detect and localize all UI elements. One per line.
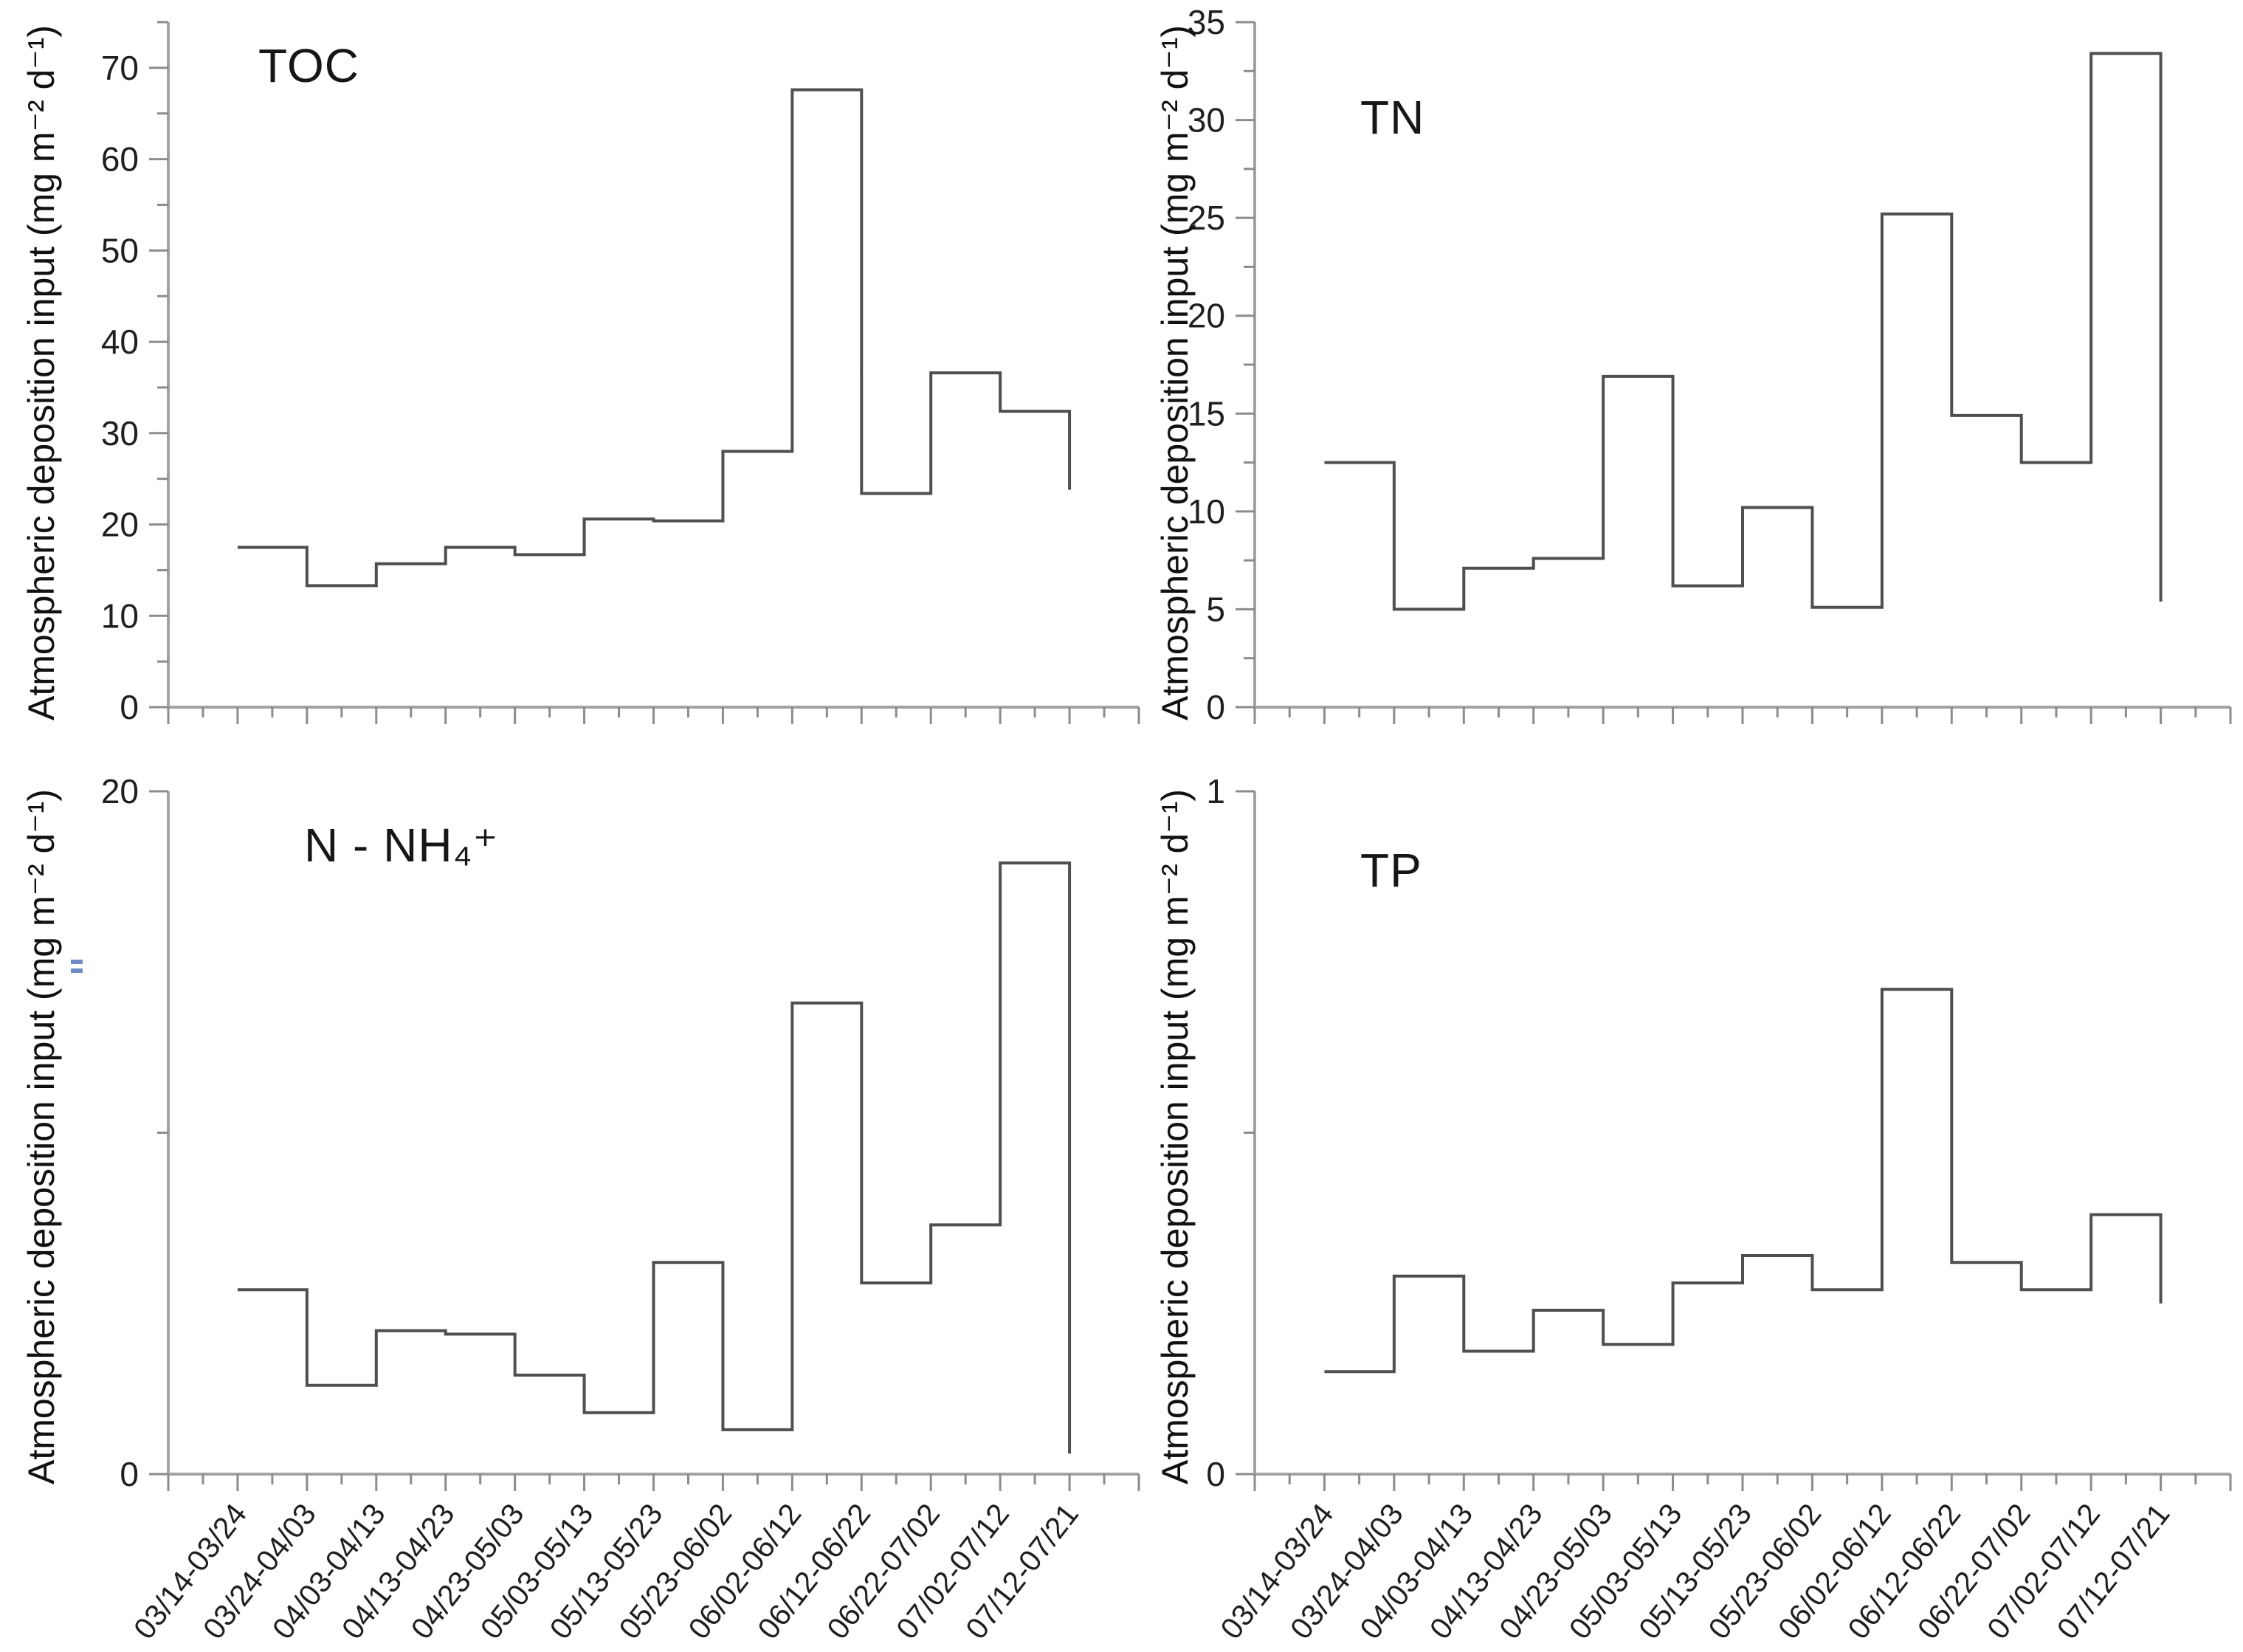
y-axis-label-tp: Atmospheric deposition input (mg m⁻² d⁻¹… xyxy=(1154,788,1196,1485)
axis-spines xyxy=(167,22,1139,709)
deposition-step-line xyxy=(237,861,1072,1454)
deposition-step-line xyxy=(1324,988,2163,1374)
y-axis-label-toc: Atmospheric deposition input (mg m⁻² d⁻¹… xyxy=(21,24,62,721)
panel-title-tn: TN xyxy=(1360,91,1425,144)
y-axis-label-tn: Atmospheric deposition input (mg m⁻² d⁻¹… xyxy=(1154,24,1196,721)
stray-mark xyxy=(71,960,84,976)
y-axis-label-n-nh4: Atmospheric deposition input (mg m⁻² d⁻¹… xyxy=(21,788,62,1485)
y-tick-label: 20 xyxy=(101,772,139,810)
y-tick-label: 60 xyxy=(101,140,139,179)
y-tick-label: 20 xyxy=(101,506,139,544)
y-tick-label: 30 xyxy=(101,414,139,452)
y-tick-label: 35 xyxy=(1188,3,1225,41)
y-tick-label: 30 xyxy=(1188,101,1225,140)
panel-title-n-nh4: N - NH₄⁺ xyxy=(304,819,499,872)
y-tick-label: 50 xyxy=(101,231,139,269)
y-tick-label: 40 xyxy=(101,323,139,361)
y-tick-label: 15 xyxy=(1188,394,1225,433)
y-tick-label: 1 xyxy=(1206,772,1225,810)
y-tick-label: 10 xyxy=(1188,492,1225,531)
y-tick-label: 0 xyxy=(1206,688,1225,726)
y-tick-label: 10 xyxy=(101,596,139,635)
deposition-step-line xyxy=(237,88,1072,588)
deposition-step-line xyxy=(1324,52,2163,611)
y-tick-label: 25 xyxy=(1188,199,1225,237)
y-tick-label: 5 xyxy=(1206,590,1225,628)
y-tick-label: 0 xyxy=(120,1455,139,1493)
y-tick-label: 0 xyxy=(120,688,139,726)
panel-title-tp: TP xyxy=(1360,844,1422,897)
y-tick-label: 70 xyxy=(101,49,139,87)
y-tick-label: 0 xyxy=(1206,1455,1225,1493)
y-tick-label: 20 xyxy=(1188,297,1225,335)
panel-title-toc: TOC xyxy=(258,39,359,92)
